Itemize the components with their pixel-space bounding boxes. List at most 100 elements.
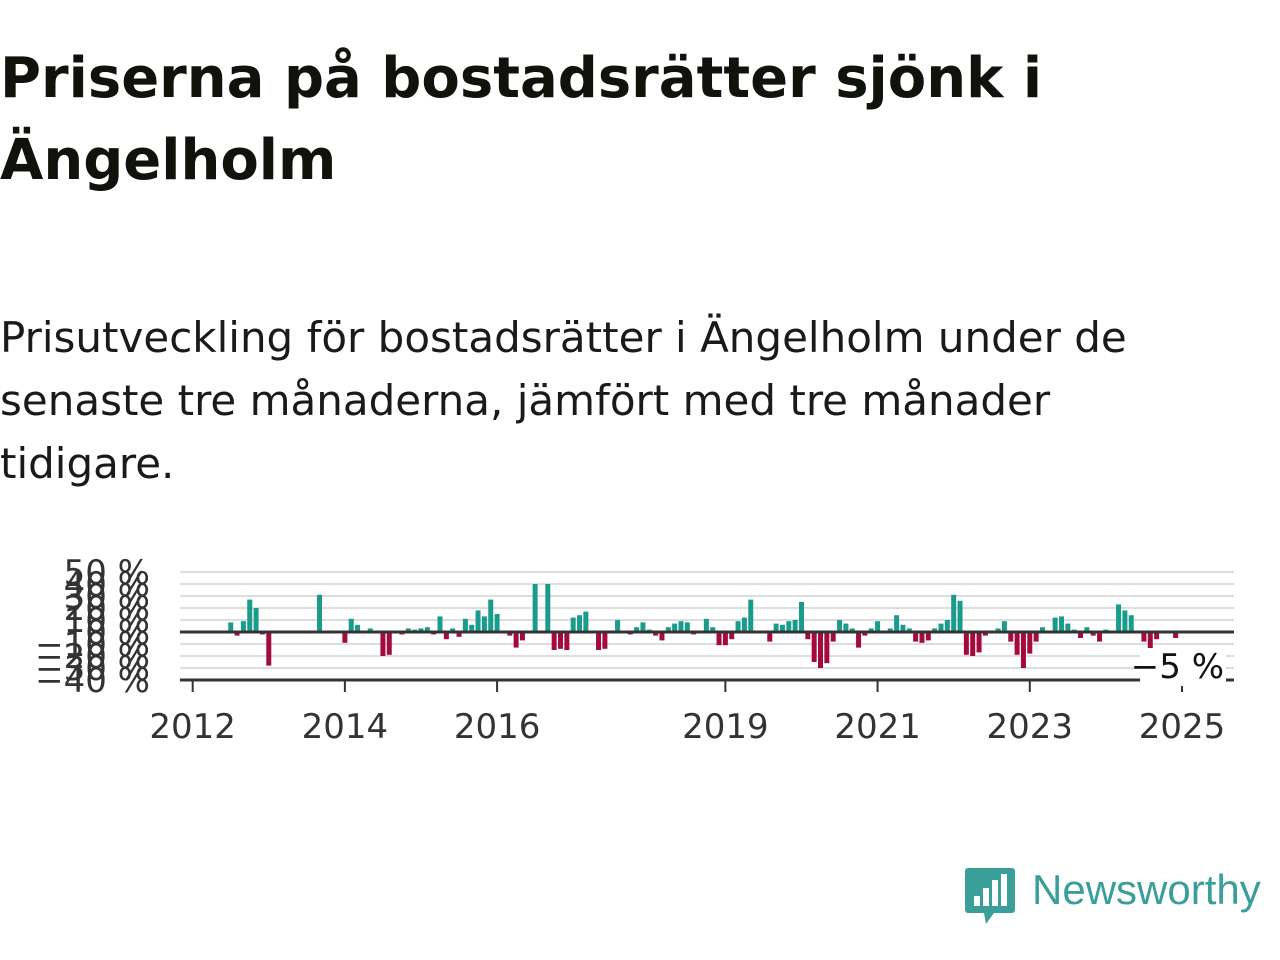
bar — [1065, 623, 1071, 632]
bar — [773, 623, 779, 632]
bar — [779, 624, 785, 632]
bar — [1014, 632, 1020, 655]
x-tick-label: 2021 — [834, 707, 921, 747]
bar — [1097, 632, 1103, 642]
bar — [443, 632, 449, 640]
bar — [710, 627, 716, 632]
axes — [180, 630, 1234, 682]
bar — [386, 632, 392, 655]
bar — [805, 632, 811, 640]
bar — [1141, 632, 1147, 642]
bar — [1001, 621, 1007, 632]
bar — [615, 620, 621, 632]
bar — [475, 610, 481, 632]
bar — [944, 620, 950, 632]
bar — [798, 602, 804, 632]
y-tick-label: 30 % — [64, 577, 150, 617]
bar — [938, 623, 944, 632]
bar — [519, 632, 525, 641]
bar — [1020, 632, 1026, 668]
bar — [551, 632, 557, 650]
bar — [469, 624, 475, 632]
bar — [418, 628, 424, 632]
brand-name: Newsworthy — [1032, 866, 1261, 913]
bar — [1008, 632, 1014, 642]
chart-subtitle: Prisutveckling för bostadsrätter i Ängel… — [0, 313, 1127, 488]
bar — [830, 632, 836, 642]
bar — [507, 632, 513, 636]
bar — [653, 632, 659, 636]
y-tick-label: 0 % — [85, 613, 150, 653]
bar — [513, 632, 519, 648]
bar — [577, 615, 583, 632]
bar — [729, 632, 735, 640]
bar — [462, 618, 468, 632]
bar — [925, 632, 931, 641]
bar — [843, 623, 849, 632]
x-tick-label: 2016 — [454, 707, 541, 747]
bar — [481, 616, 487, 632]
bar — [1027, 632, 1033, 654]
bar — [1154, 632, 1160, 640]
bar — [951, 594, 957, 632]
y-tick-label: −40 % — [35, 661, 150, 701]
annotations: −5 % — [1131, 647, 1226, 687]
bar — [748, 599, 754, 632]
bar — [1122, 610, 1128, 632]
bar — [665, 627, 671, 632]
bar — [875, 621, 881, 632]
bar — [1033, 632, 1039, 642]
bar — [348, 618, 354, 632]
bar — [1084, 627, 1090, 632]
x-axis-ticks: 2012 2014 2016 2019 2021 2023 2025 — [149, 680, 1225, 747]
bar — [602, 632, 608, 649]
bar — [976, 632, 982, 653]
bar — [342, 632, 348, 643]
bar — [932, 628, 938, 632]
bar — [450, 628, 456, 632]
bar — [583, 611, 589, 632]
x-tick-label: 2019 — [682, 707, 769, 747]
bar — [868, 628, 874, 632]
y-tick-label: −30 % — [35, 649, 150, 689]
bar — [266, 632, 272, 666]
bar — [640, 622, 646, 632]
y-axis-ticks: −40 %−30 %−20 %−10 %0 %10 %20 %30 %40 %5… — [35, 553, 150, 701]
bar — [818, 632, 824, 668]
last-value-label: −5 % — [1131, 647, 1224, 687]
bar — [995, 628, 1001, 632]
bar — [837, 620, 843, 632]
bar — [741, 617, 747, 632]
bar — [596, 632, 602, 650]
bar — [722, 632, 728, 646]
bar — [849, 628, 855, 632]
bar — [906, 628, 912, 632]
bar — [532, 584, 538, 632]
bar — [856, 632, 862, 648]
y-tick-label: 10 % — [64, 601, 150, 641]
bar — [545, 584, 551, 632]
bar — [247, 599, 253, 632]
bar — [1052, 617, 1058, 632]
y-tick-label: 50 % — [64, 553, 150, 593]
bar — [716, 632, 722, 646]
bar — [1090, 632, 1096, 636]
bar — [380, 632, 386, 656]
bar — [792, 620, 798, 632]
bar — [659, 632, 665, 641]
bar — [894, 615, 900, 632]
bar — [570, 617, 576, 632]
bar — [672, 623, 678, 632]
bar — [703, 618, 709, 632]
bar — [957, 600, 963, 632]
x-tick-label: 2025 — [1139, 707, 1226, 747]
bar — [488, 599, 494, 632]
bar — [919, 632, 925, 643]
bar — [786, 621, 792, 632]
bar — [437, 616, 443, 632]
newsworthy-logo: Newsworthy — [962, 864, 1280, 928]
bar — [564, 632, 570, 650]
bar — [767, 632, 773, 642]
bar — [558, 632, 563, 649]
bar — [424, 627, 430, 632]
